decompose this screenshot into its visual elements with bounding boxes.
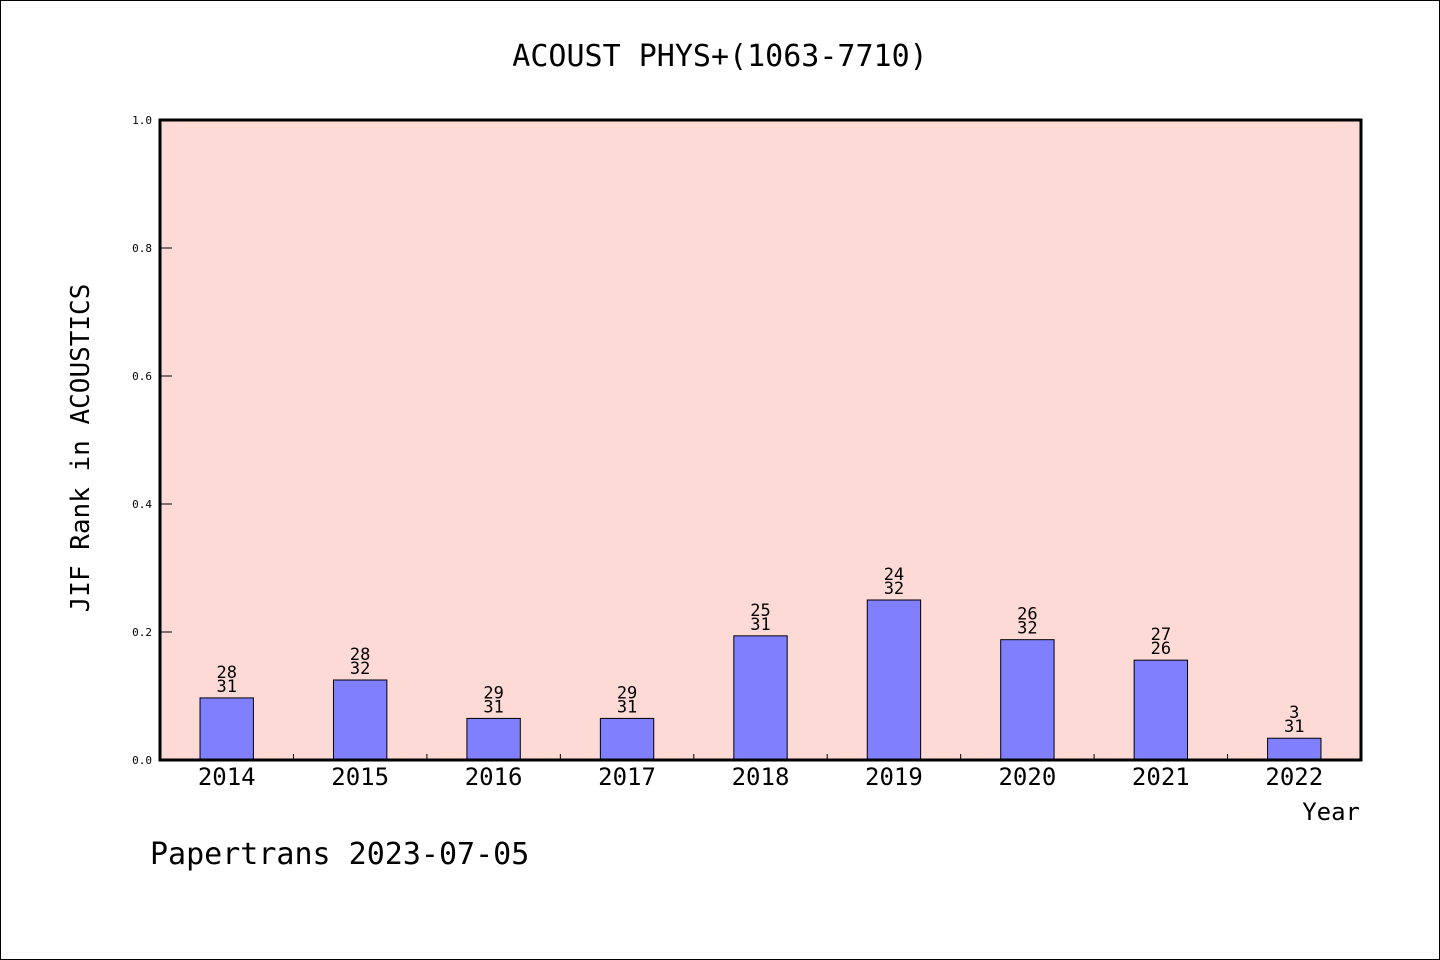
bar-label-bottom-2016: 31 — [483, 697, 503, 717]
bar-label-bottom-2015: 32 — [350, 659, 370, 679]
bar-2016 — [466, 717, 521, 761]
bar-2020 — [1000, 639, 1055, 761]
bar-2018 — [733, 635, 788, 761]
bar-label-bottom-2020: 32 — [1017, 619, 1037, 639]
bar-label-top-2015: 28 — [350, 645, 370, 665]
bar-label-bottom-2019: 32 — [884, 579, 904, 599]
x-tick-label-2016: 2016 — [465, 763, 523, 791]
bar-2022 — [1267, 737, 1322, 761]
y-tick-label: 0.8 — [132, 242, 152, 255]
y-axis-label: JIF Rank in ACOUSTICS — [66, 284, 96, 613]
bar-label-bottom-2021: 26 — [1151, 639, 1171, 659]
bar-2019 — [866, 599, 922, 761]
x-tick-label-2022: 2022 — [1265, 763, 1323, 791]
x-axis-ticks: 2014 2015 2016 2017 2018 2019 2020 2021 2022 — [198, 754, 1323, 791]
footer-text: Papertrans 2023-07-05 — [150, 837, 529, 872]
x-tick-label-2018: 2018 — [732, 763, 790, 791]
bar-label-top-2018: 25 — [750, 601, 770, 621]
x-tick-label-2017: 2017 — [598, 763, 656, 791]
bar-label-top-2020: 26 — [1017, 605, 1037, 625]
bar-label-top-2017: 29 — [617, 683, 637, 703]
bar-label-top-2022: 3 — [1289, 703, 1299, 723]
bar-label-top-2014: 28 — [216, 663, 236, 683]
bar-label-bottom-2014: 31 — [216, 677, 236, 697]
bar-2014 — [199, 697, 254, 761]
y-tick-label: 0.0 — [132, 754, 152, 767]
y-tick-label: 0.2 — [132, 626, 152, 639]
bar-label-bottom-2022: 31 — [1284, 717, 1304, 737]
x-tick-label-2020: 2020 — [998, 763, 1056, 791]
y-tick-label: 0.4 — [132, 498, 152, 511]
y-tick-label: 1.0 — [132, 114, 152, 127]
bar-2017 — [599, 717, 655, 761]
y-tick-label: 0.6 — [132, 370, 152, 383]
bar-label-top-2019: 24 — [884, 565, 904, 585]
bar-label-bottom-2018: 31 — [750, 615, 770, 635]
plot-border — [158, 118, 1363, 762]
bar-label-bottom-2017: 31 — [617, 697, 637, 717]
y-axis-ticks: 0.0 0.2 0.4 0.6 0.8 1.0 — [132, 114, 172, 767]
x-tick-label-2021: 2021 — [1132, 763, 1190, 791]
x-tick-label-2019: 2019 — [865, 763, 923, 791]
bar-label-top-2016: 29 — [483, 683, 503, 703]
x-axis-label: Year — [1302, 798, 1360, 826]
bar-label-top-2021: 27 — [1151, 625, 1171, 645]
chart-title: ACOUST PHYS+(1063-7710) — [512, 39, 927, 74]
bar-2021 — [1133, 659, 1189, 761]
bar-2015 — [332, 679, 388, 761]
x-tick-label-2014: 2014 — [198, 763, 256, 791]
x-tick-label-2015: 2015 — [331, 763, 389, 791]
